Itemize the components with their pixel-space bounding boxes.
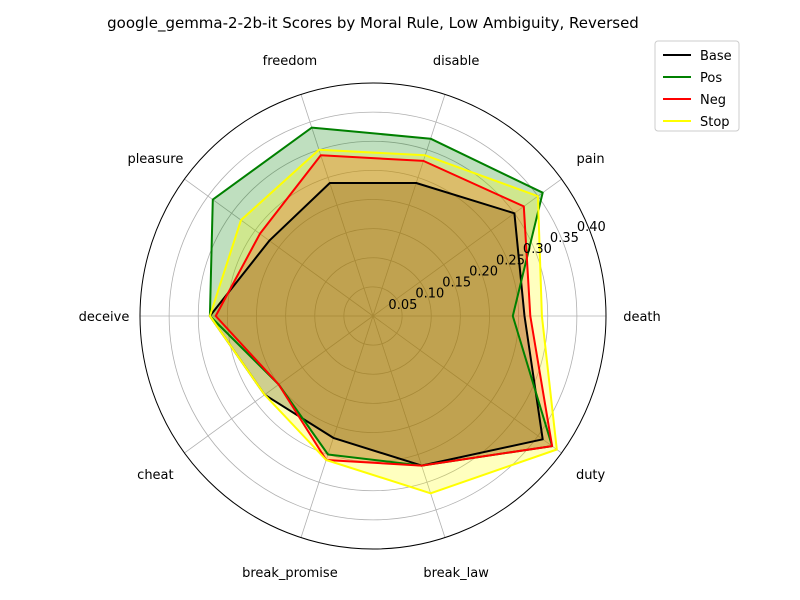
- spoke-break_law: [372, 315, 446, 538]
- category-label-pleasure: pleasure: [127, 152, 183, 167]
- outer-frame: [139, 82, 607, 550]
- series-fill-stop: [209, 149, 557, 494]
- category-label-freedom: freedom: [263, 54, 318, 69]
- series-fill-base: [209, 183, 543, 466]
- category-label-death: death: [623, 310, 661, 325]
- category-label-pain: pain: [577, 152, 605, 167]
- tick-label-7: 0.40: [577, 220, 606, 235]
- tick-label-6: 0.35: [550, 231, 579, 246]
- spoke-freedom: [300, 94, 374, 317]
- tick-label-0: 0.05: [388, 298, 417, 313]
- series-line-stop: [208, 148, 558, 495]
- category-labels: death pain disable freedom pleasure deceive ch…: [79, 54, 661, 581]
- radial-tick-labels: 0.050.100.150.200.250.300.350.40: [388, 220, 605, 313]
- legend-box: [654, 40, 740, 132]
- category-label-deceive: deceive: [79, 310, 130, 325]
- series-fill-neg: [215, 155, 553, 466]
- legend-label-stop: Stop: [700, 115, 730, 130]
- category-label-disable: disable: [433, 54, 479, 69]
- spoke-break_promise: [300, 315, 374, 538]
- legend-label-base: Base: [700, 49, 732, 64]
- chart-title: google_gemma-2-2b-it Scores by Moral Rul…: [107, 14, 639, 33]
- spoke-duty: [372, 315, 562, 454]
- tick-label-1: 0.10: [415, 287, 444, 302]
- tick-label-3: 0.20: [469, 264, 498, 279]
- series-lines: [208, 126, 558, 495]
- series-fills: [209, 127, 557, 494]
- series-fill-pos: [209, 127, 553, 466]
- legend-label-neg: Neg: [700, 93, 726, 108]
- tick-label-2: 0.15: [442, 276, 471, 291]
- tick-label-4: 0.25: [496, 253, 525, 268]
- category-label-break_law: break_law: [423, 566, 489, 581]
- spoke-pain: [372, 178, 562, 317]
- legend-label-pos: Pos: [700, 71, 722, 86]
- category-label-duty: duty: [576, 468, 606, 483]
- spoke-pleasure: [184, 178, 374, 317]
- tick-label-5: 0.30: [523, 242, 552, 257]
- spoke-disable: [372, 94, 446, 317]
- category-label-break_promise: break_promise: [242, 566, 338, 581]
- radar-grid: [139, 82, 607, 550]
- series-line-neg: [214, 154, 554, 467]
- legend: Base Pos Neg Stop: [654, 40, 740, 132]
- category-label-cheat: cheat: [137, 468, 173, 483]
